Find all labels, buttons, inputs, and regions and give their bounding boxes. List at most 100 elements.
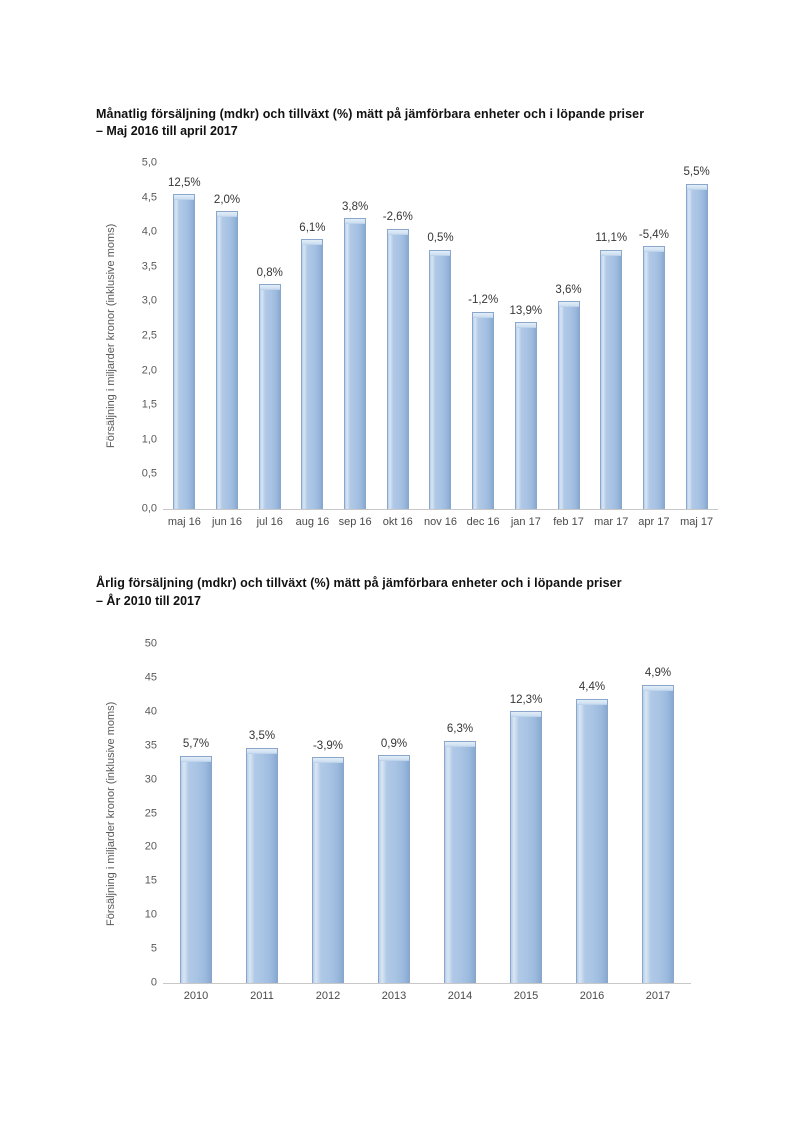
x-tick-label: 2014 [447, 990, 473, 1002]
bar-cap-highlight [345, 219, 366, 225]
bar [642, 684, 674, 983]
y-tick-label: 40 [144, 705, 157, 718]
y-tick-label: 0 [150, 976, 157, 989]
bar [444, 740, 476, 983]
bar [600, 249, 623, 509]
bar-slot: 0,9% 2013 [361, 644, 427, 1002]
x-tick-label: mar 17 [594, 516, 629, 528]
plot-area: 12,5% maj 16 2,0% jun 16 0,8% jul 16 6,1% aug 1… [163, 163, 718, 528]
bar-cap-highlight [601, 250, 622, 256]
bar-value-label: 3,6% [555, 283, 582, 296]
bar [429, 249, 452, 509]
y-tick-label: 30 [144, 773, 157, 786]
y-tick-label: 0,5 [141, 467, 157, 480]
bar-cap-highlight [259, 285, 280, 291]
x-tick-label: jul 16 [256, 516, 283, 528]
bar-cap-highlight [247, 748, 277, 754]
bar-cap-highlight [686, 184, 707, 190]
bar-slot: 4,4% 2016 [559, 644, 625, 1002]
bar-slot: -5,4% apr 17 [633, 163, 676, 527]
bar-cap-highlight [445, 741, 475, 747]
bar [642, 246, 665, 509]
bar-slot: 6,1% aug 16 [291, 163, 334, 527]
bar-value-label: 13,9% [509, 304, 543, 317]
bar-value-label: -3,9% [312, 739, 344, 752]
y-tick-label: 25 [144, 807, 157, 819]
bar-cap-highlight [174, 195, 195, 201]
bar [510, 711, 542, 983]
bar-cap-highlight [217, 212, 238, 218]
bar-slot: -2,6% okt 16 [376, 163, 419, 528]
x-tick-label: apr 17 [638, 516, 670, 528]
x-tick-label: 2015 [513, 990, 539, 1002]
y-axis-ticks: 0 5 10 15 20 25 30 35 40 45 50 [123, 638, 157, 988]
bar-slot: 11,1% mar 17 [590, 163, 633, 527]
y-tick-label: 2,0 [141, 364, 157, 377]
bar-value-label: 12,5% [168, 176, 201, 189]
bar [180, 755, 212, 983]
y-tick-label: 5,0 [141, 156, 157, 169]
bar-slot: 3,6% feb 17 [547, 163, 590, 527]
y-tick-label: 3,5 [141, 260, 157, 273]
bar-cap-highlight [181, 756, 211, 762]
x-tick-label: jun 16 [212, 516, 243, 528]
x-tick-label: nov 16 [423, 516, 457, 528]
bar-value-label: 0,9% [380, 737, 408, 750]
bar-cap-highlight [387, 229, 408, 235]
bar [344, 218, 367, 509]
x-tick-label: okt 16 [382, 516, 413, 528]
bar-slot: 2,0% jun 16 [206, 163, 249, 527]
x-tick-label: sep 16 [338, 516, 372, 528]
bar-slot: 4,9% 2017 [625, 644, 691, 1002]
bar-slot: 3,8% sep 16 [334, 163, 377, 527]
y-tick-label: 20 [144, 840, 157, 853]
bar [576, 698, 608, 983]
bar [472, 311, 495, 509]
bar-value-label: 3,8% [341, 200, 369, 213]
bar-slot: 12,5% maj 16 [163, 163, 206, 527]
chart-title: Månatlig försäljning (mdkr) och tillväxt… [96, 107, 645, 122]
bar [173, 194, 196, 509]
x-tick-label: 2012 [315, 990, 341, 1002]
y-tick-label: 3,0 [141, 294, 157, 307]
bar-value-label: -1,2% [468, 294, 499, 307]
bar-value-label: 5,7% [182, 738, 210, 751]
y-tick-label: 15 [144, 874, 157, 887]
bar-cap-highlight [515, 323, 536, 329]
bar-value-label: 11,1% [595, 232, 628, 244]
y-tick-label: 4,0 [141, 225, 157, 238]
bar [685, 183, 708, 509]
bar-cap-highlight [558, 302, 579, 308]
bar [246, 747, 278, 983]
x-tick-label: jan 17 [510, 516, 541, 528]
chart-subtitle: – År 2010 till 2017 [96, 594, 201, 608]
y-tick-label: 35 [144, 739, 157, 752]
bar-slot: 3,5% 2011 [229, 644, 295, 1002]
x-tick-label: feb 17 [553, 516, 584, 528]
chart-title: Årlig försäljning (mdkr) och tillväxt (%… [96, 576, 622, 591]
bar [258, 284, 281, 509]
bar-slot: 0,5% nov 16 [419, 163, 462, 527]
bar [216, 211, 239, 509]
x-tick-label: 2013 [381, 990, 407, 1002]
bar-value-label: 2,0% [213, 193, 241, 206]
bar-value-label: -5,4% [638, 228, 669, 241]
y-tick-label: 4,5 [141, 191, 157, 204]
bar-value-label: 5,5% [683, 166, 710, 179]
bar-slot: 13,9% jan 17 [505, 163, 548, 527]
bar-cap-highlight [577, 699, 607, 705]
bar-value-label: 3,5% [248, 730, 276, 743]
bar-slot: -3,9% 2012 [295, 644, 361, 1002]
x-tick-label: maj 16 [167, 516, 201, 528]
bar-cap-highlight [473, 312, 494, 318]
bar [386, 228, 409, 509]
bar [557, 301, 580, 509]
bar-cap-highlight [643, 685, 673, 691]
y-tick-label: 1,5 [141, 398, 157, 411]
y-tick-label: 1,0 [141, 433, 157, 446]
bar-value-label: 12,3% [509, 693, 543, 706]
y-axis-title: Försäljning i miljarder kronor (inklusiv… [105, 701, 117, 926]
plot-area: 5,7% 2010 3,5% 2011 -3,9% 2012 0,9% 2013 6,3% 201… [163, 644, 691, 1002]
x-tick-label: 2016 [579, 990, 605, 1002]
bar-value-label: 4,4% [578, 681, 606, 694]
